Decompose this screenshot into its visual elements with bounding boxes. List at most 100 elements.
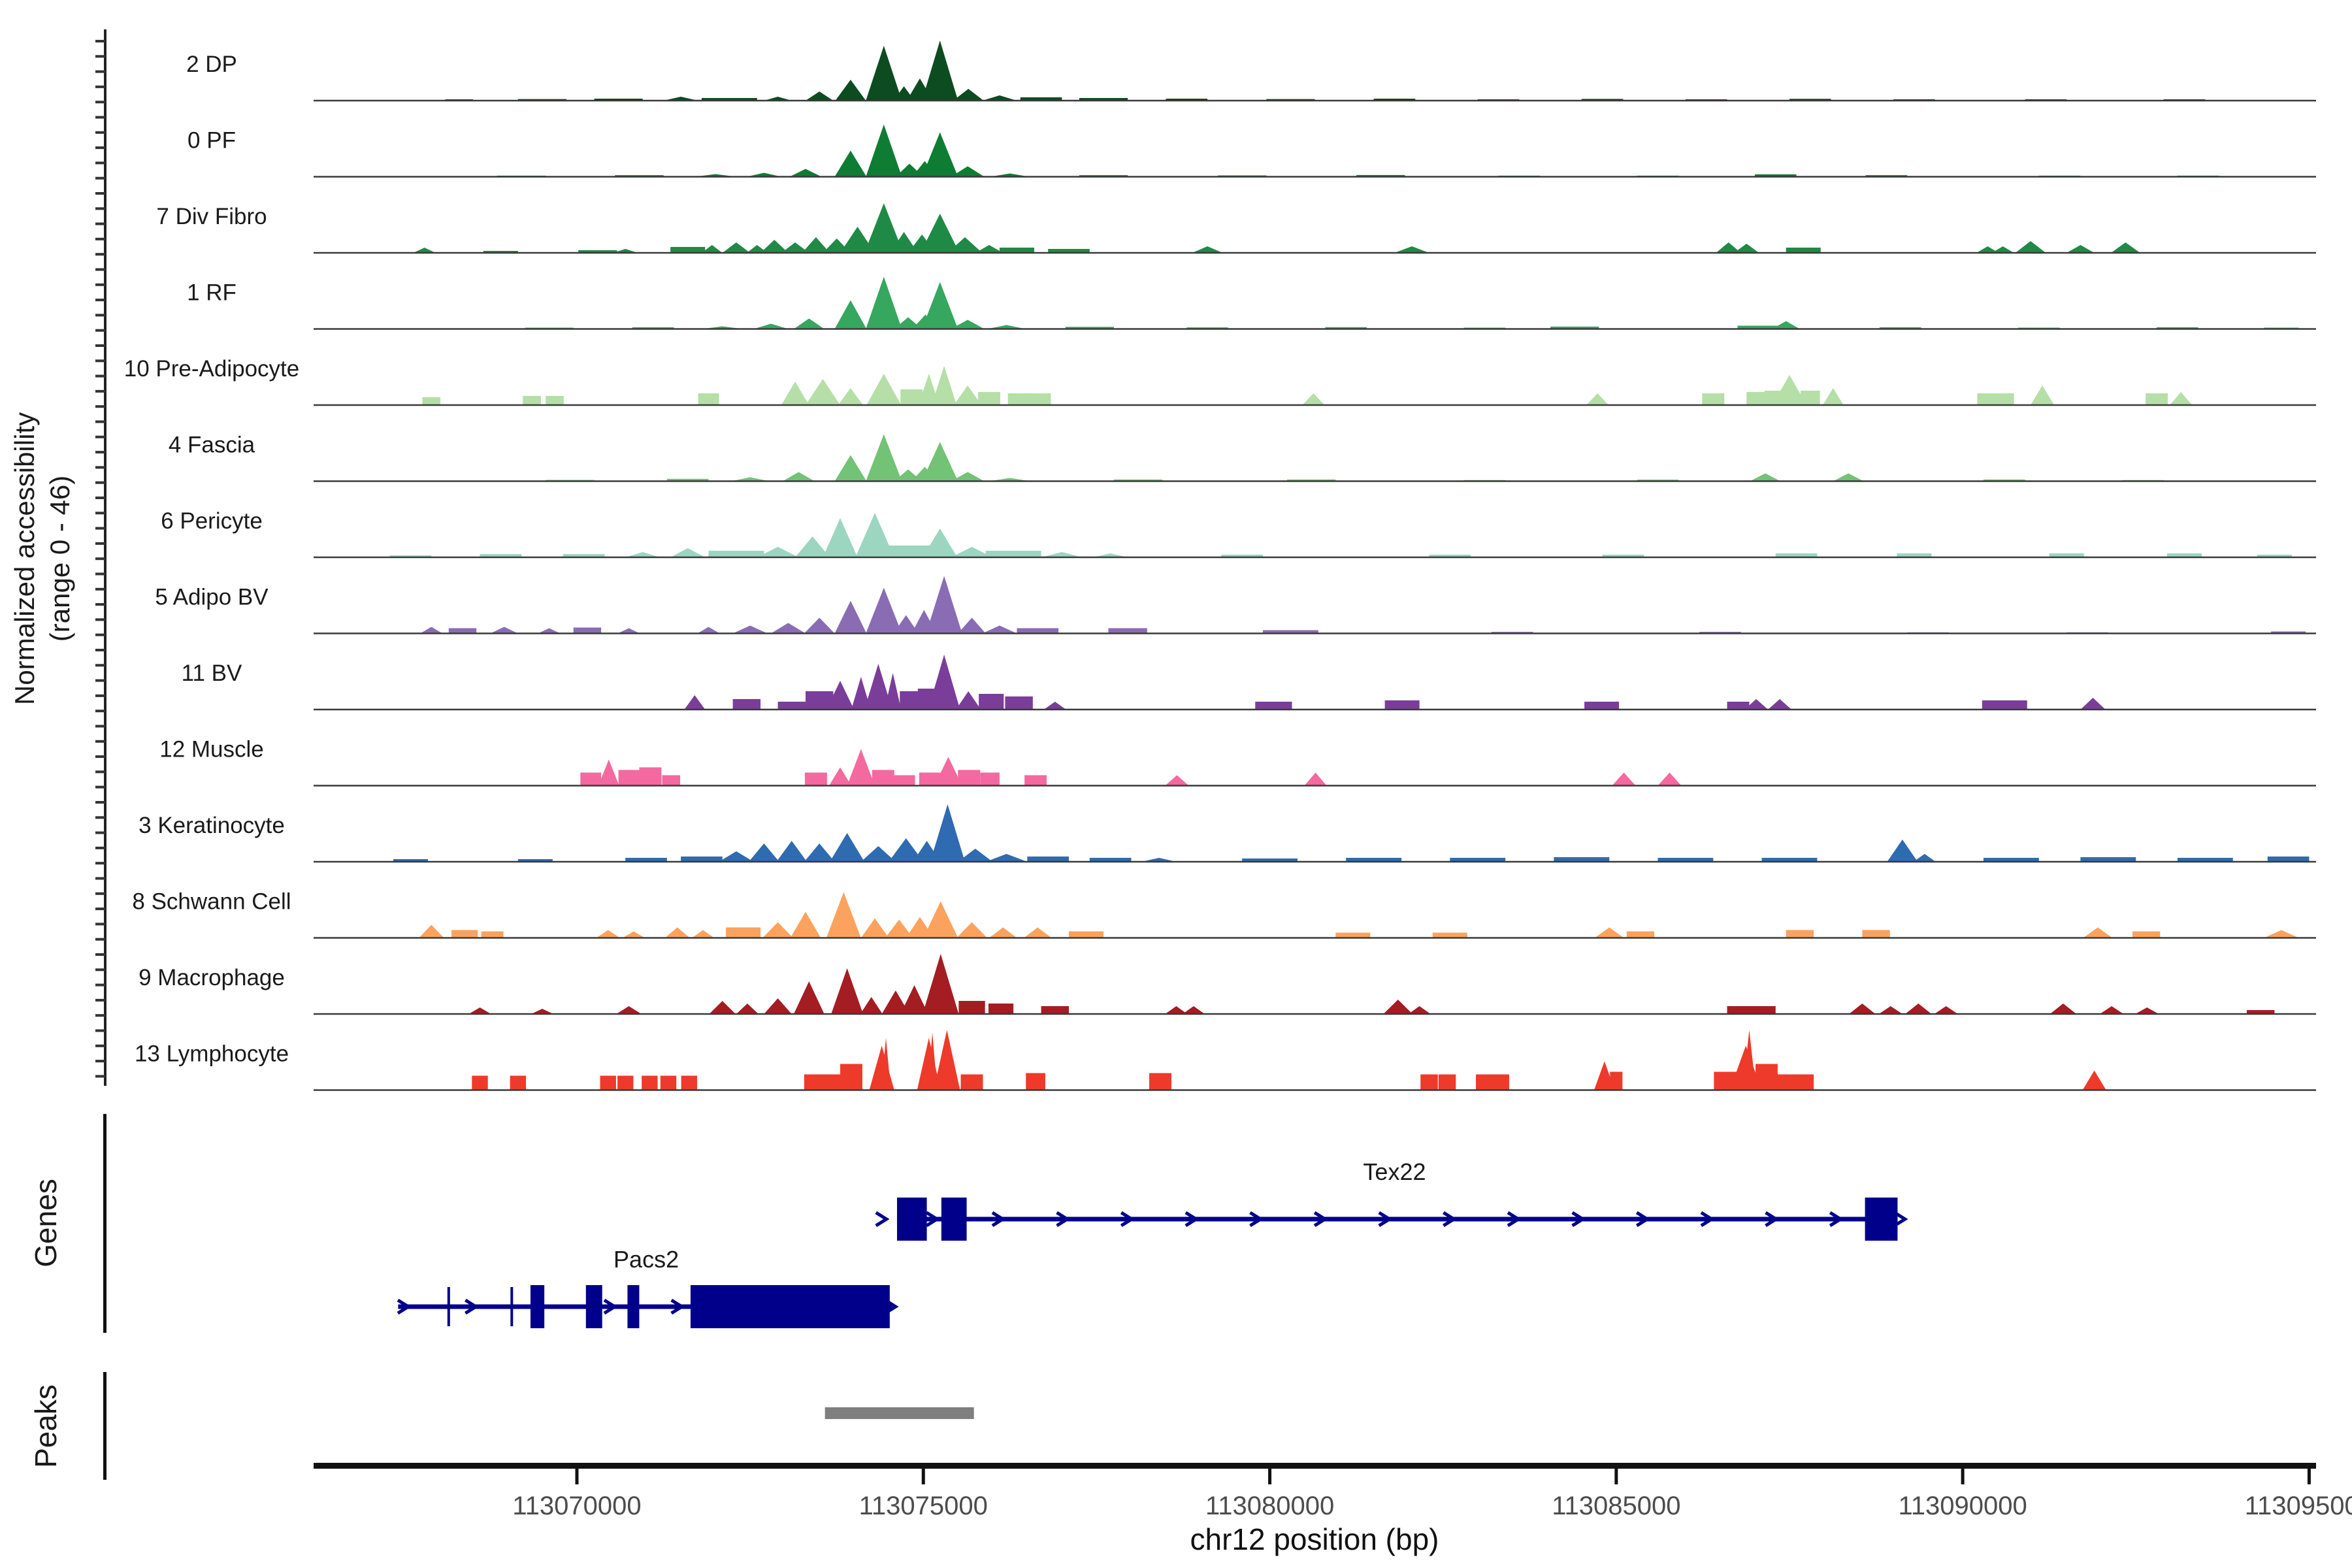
signal-peak [1734, 244, 1759, 253]
signal-peak [701, 245, 723, 253]
track-12-muscle [580, 749, 1682, 786]
signal-peak [1727, 702, 1750, 710]
signal-peak [2166, 553, 2202, 557]
signal-peak [866, 276, 902, 329]
signal-peak [793, 981, 825, 1014]
signal-peak [900, 691, 923, 710]
signal-peak [764, 97, 792, 101]
signal-peak [804, 843, 835, 862]
strand-arrow-icon [1378, 1211, 1393, 1228]
signal-peak [781, 382, 809, 405]
signal-peak [830, 833, 865, 862]
signal-peak [660, 1075, 677, 1090]
strand-arrow-icon [603, 1298, 618, 1315]
track-label-2-dp: 2 DP [186, 52, 237, 77]
signal-peak [922, 442, 958, 482]
signal-peak [831, 968, 864, 1014]
x-axis-tick-label: 113085000 [1552, 1492, 1680, 1520]
signal-peak [805, 379, 841, 405]
signal-peak [1702, 393, 1725, 405]
strand-arrow-icon [670, 1298, 685, 1315]
signal-peak [958, 849, 993, 862]
signal-peak [726, 927, 761, 938]
signal-peak [753, 323, 789, 329]
signal-peak [698, 393, 719, 405]
signal-peak [834, 455, 867, 482]
signal-peak [451, 930, 478, 938]
signal-peak [1584, 702, 1604, 710]
strand-arrow-icon [1249, 1211, 1264, 1228]
track-5-adipo-bv [420, 576, 2306, 634]
signal-peak [1438, 1074, 1456, 1090]
signal-peak [1761, 858, 1818, 862]
signal-peak [684, 695, 706, 710]
gene-exon [1865, 1198, 1898, 1241]
signal-peak [923, 954, 959, 1014]
signal-peak [900, 389, 923, 405]
signal-peak [2066, 245, 2095, 253]
signal-peak [1108, 628, 1147, 634]
x-axis-tick-label: 113075000 [859, 1492, 988, 1520]
signal-peak [951, 166, 985, 177]
signal-peak [472, 1075, 488, 1090]
signal-peak [2267, 857, 2310, 862]
signal-peak [2083, 927, 2113, 938]
signal-peak [1149, 1073, 1171, 1090]
signal-peak [1593, 1061, 1615, 1090]
signal-peak [1041, 1006, 1070, 1014]
signal-peak [926, 576, 962, 634]
signal-peak [923, 529, 958, 557]
signal-peak [623, 931, 645, 938]
track-label-5-adipo-bv: 5 Adipo BV [155, 585, 269, 610]
track-label-3-keratinocyte: 3 Keratinocyte [139, 813, 285, 838]
signal-peak [790, 911, 821, 938]
signal-peak [928, 655, 960, 710]
signal-peak [881, 1037, 891, 1090]
signal-peak [1394, 246, 1429, 253]
track-0-pf [497, 124, 2219, 177]
signal-peak [1977, 393, 1999, 405]
signal-peak [490, 627, 518, 634]
signal-peak [893, 615, 919, 634]
signal-peak [2015, 241, 2046, 253]
signal-peak [934, 1030, 960, 1090]
signal-peak [947, 237, 983, 253]
signal-peak [481, 931, 504, 938]
signal-peak [835, 80, 866, 101]
signal-peak [793, 318, 825, 329]
signal-peak [919, 772, 941, 786]
signal-peak [2132, 931, 2161, 938]
track-label-7-div-fibro: 7 Div Fibro [156, 204, 267, 229]
signal-peak [989, 927, 1017, 938]
signal-peak [1800, 391, 1820, 405]
signal-peak [802, 237, 830, 253]
signal-peak [782, 472, 815, 482]
signal-peak [538, 628, 561, 634]
signal-peak [468, 1007, 491, 1014]
signal-peak [697, 627, 720, 634]
track-label-0-pf: 0 PF [188, 128, 236, 154]
signal-peak [889, 546, 930, 557]
signal-peak [1993, 393, 2014, 405]
signal-peak [616, 1006, 642, 1014]
signal-peak [2050, 1004, 2077, 1014]
signal-peak [999, 248, 1034, 253]
signal-peak [1165, 775, 1189, 786]
signal-peak [958, 1001, 985, 1014]
signal-peak [1384, 700, 1405, 710]
signal-peak [1089, 858, 1132, 862]
signal-peak [847, 749, 875, 786]
strand-arrow-icon [1635, 1211, 1650, 1228]
signal-peak [732, 625, 768, 634]
signal-peak [985, 551, 1041, 557]
signal-peak [951, 319, 985, 329]
signal-peak [1897, 553, 1932, 557]
gene-exon [627, 1285, 640, 1328]
track-label-1-rf: 1 RF [187, 280, 237, 306]
strand-arrow-icon [875, 1211, 890, 1228]
signal-peak [662, 775, 681, 786]
signal-peak [860, 918, 889, 938]
signal-peak [1450, 858, 1506, 862]
signal-peak [826, 681, 855, 710]
